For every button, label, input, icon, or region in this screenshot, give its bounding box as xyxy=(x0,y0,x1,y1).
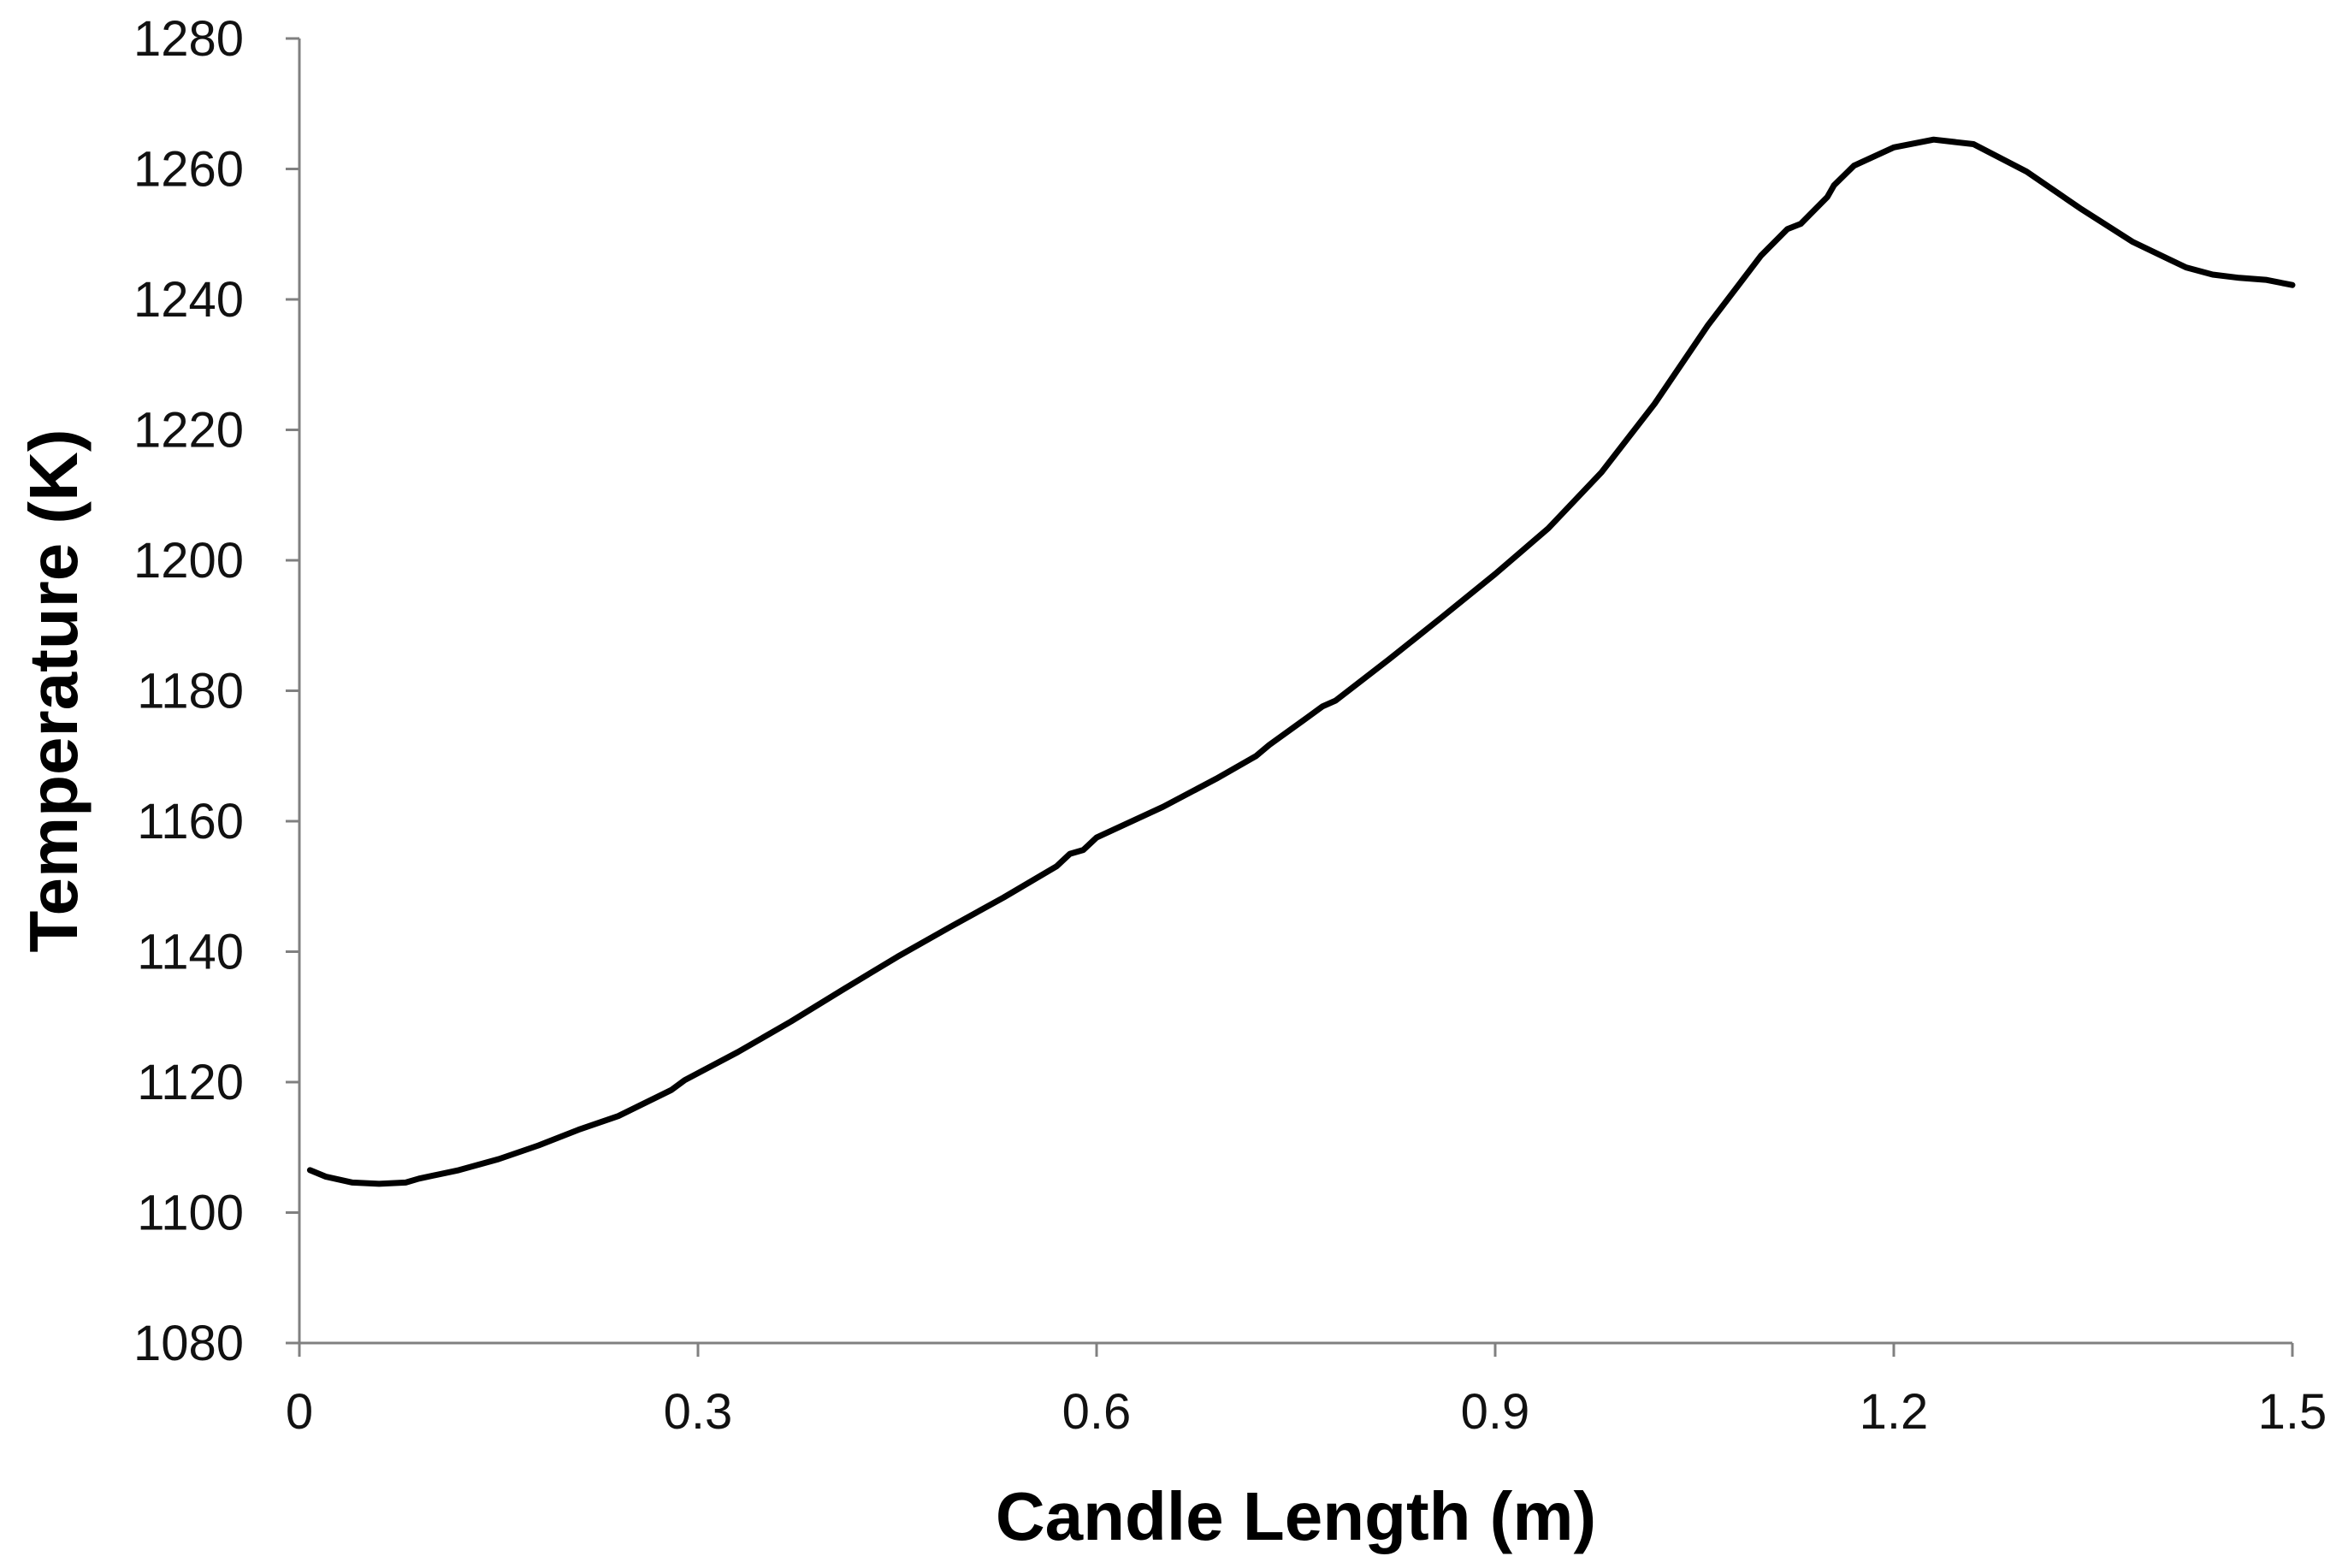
y-tick-label: 1180 xyxy=(137,664,244,719)
x-tick-label: 1.2 xyxy=(1860,1384,1929,1440)
x-axis-ticks: 0 0.3 0.6 0.9 1.2 1.5 xyxy=(286,1343,2327,1440)
x-tick-label: 1.5 xyxy=(2258,1384,2327,1440)
x-tick-label: 0.3 xyxy=(664,1384,733,1440)
y-axis-title: Temperature (K) xyxy=(15,429,92,953)
x-tick-label: 0.6 xyxy=(1062,1384,1132,1440)
temperature-series-line xyxy=(306,136,2296,1187)
y-axis-ticks: 1080 1100 1120 1140 1160 1180 1200 1220 1240 1260… xyxy=(133,11,299,1371)
plot-area: 1080 1100 1120 1140 1160 1180 1200 1220 1240 1260… xyxy=(133,11,2327,1440)
y-tick-label: 1220 xyxy=(133,403,244,459)
y-tick-label: 1260 xyxy=(133,142,244,198)
y-tick-label: 1280 xyxy=(133,11,244,67)
y-tick-label: 1200 xyxy=(133,533,244,589)
y-tick-label: 1240 xyxy=(133,272,244,328)
y-tick-label: 1120 xyxy=(137,1055,244,1110)
x-tick-label: 0.9 xyxy=(1461,1384,1530,1440)
y-tick-label: 1080 xyxy=(133,1316,244,1371)
y-tick-label: 1100 xyxy=(137,1186,244,1241)
y-tick-label: 1140 xyxy=(137,925,244,980)
x-axis-title: Candle Length (m) xyxy=(996,1478,1596,1554)
x-tick-label: 0 xyxy=(286,1384,313,1440)
y-tick-label: 1160 xyxy=(137,794,244,849)
